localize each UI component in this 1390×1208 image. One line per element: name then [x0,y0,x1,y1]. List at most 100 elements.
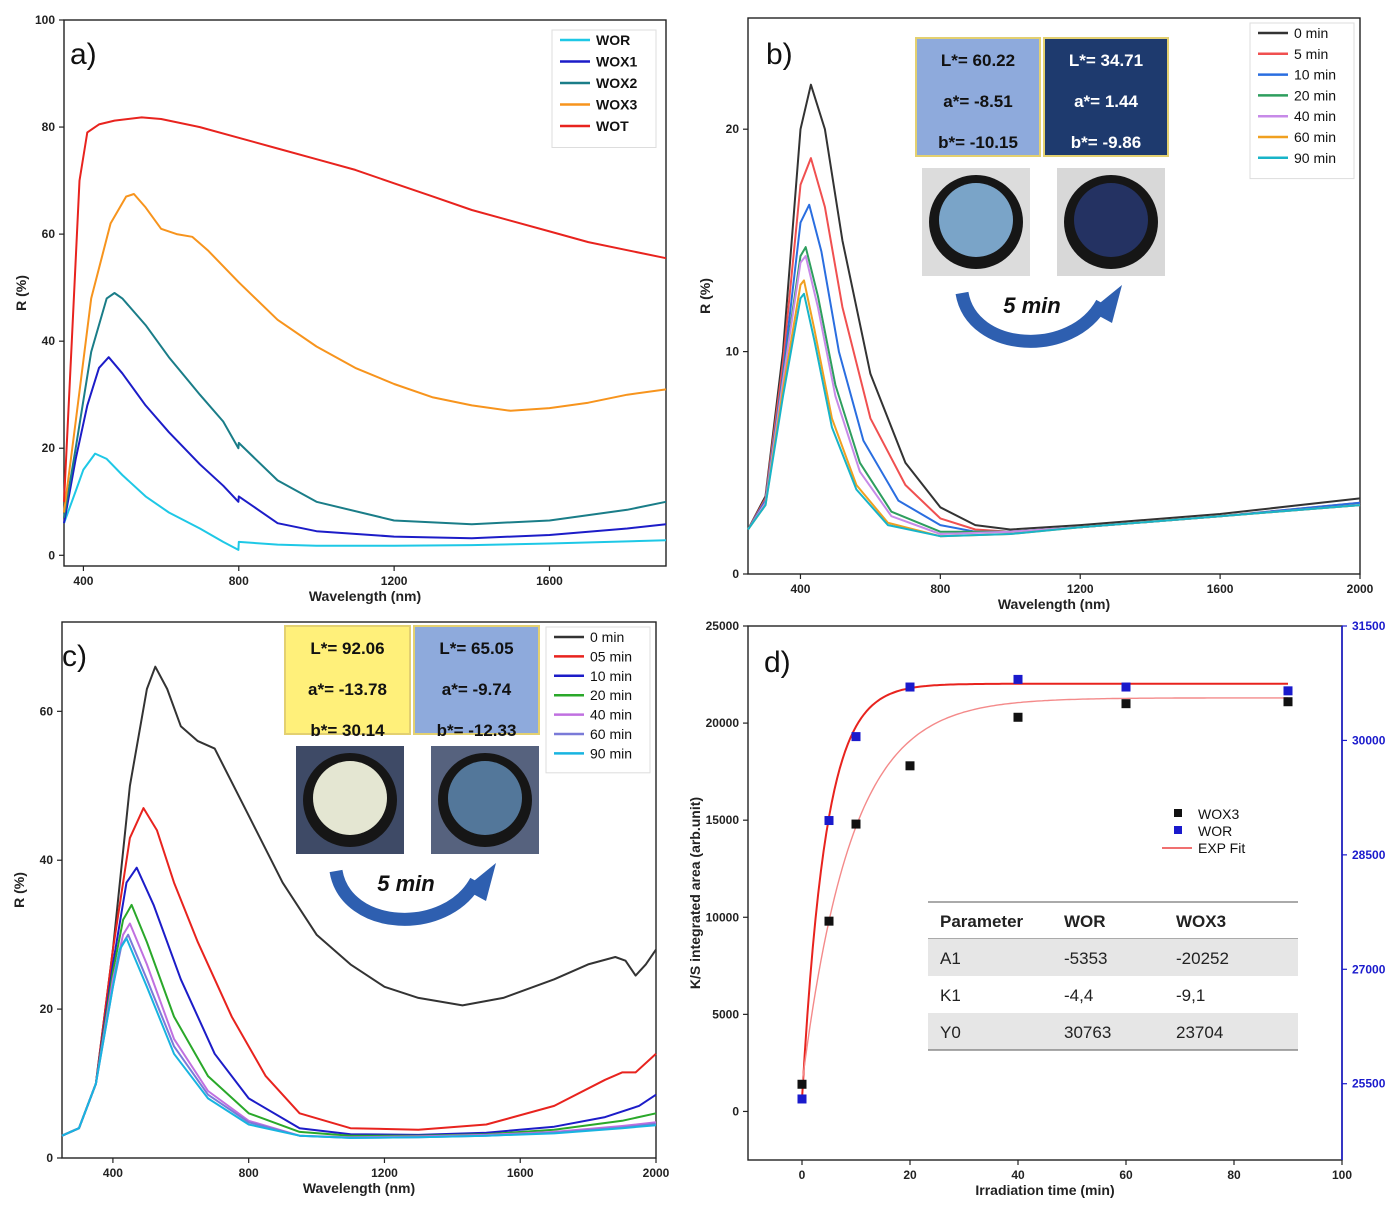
y-tick-label: 20000 [706,716,740,730]
y-tick-label: 20 [42,441,56,455]
y-tick-label: 20 [40,1002,54,1016]
legend-entry: 20 min [1294,87,1336,103]
legend-entry: WOR [1198,823,1232,839]
table-cell: -20252 [1176,949,1229,968]
panel-3-axes: 0 20 40 60 80 100 0 5000 10000 15000 20000 25000 Irr… [687,619,1352,1198]
y-tick-label: 15000 [706,813,740,827]
lab-value-after: a*= -9.74 [442,680,512,699]
x-axis-label: Irradiation time (min) [975,1182,1114,1198]
legend-box [545,626,651,774]
y-tick-label: 0 [732,567,739,581]
plot-frame [747,625,1343,1161]
panel-label-a: a) [70,38,97,71]
series-line-WOR [63,452,667,551]
table-cell: -9,1 [1176,986,1205,1005]
point-WOX3 [1013,712,1023,722]
sample-disc [939,183,1013,257]
x-tick-label: 1600 [536,574,563,588]
x-tick-label: 100 [1332,1168,1352,1182]
series-line-WOX1 [63,356,667,540]
arrow-label: 5 min [377,871,434,896]
point-WOX3 [905,761,915,771]
color-box-before [284,625,411,735]
y-axis-label: R (%) [13,275,29,311]
legend-entry: WOT [596,118,629,134]
fit-curve-WOX3 [801,697,1288,1085]
point-WOR [1283,686,1293,696]
legend-entry: 0 min [590,629,624,645]
y-axis-label: R (%) [697,278,713,314]
panel-label-d: d) [764,646,791,679]
y-tick-label: 10000 [706,910,740,924]
x-tick-label: 1200 [371,1166,398,1180]
arrow-body [329,869,482,926]
color-box-after [413,625,540,735]
y-axis-label: R (%) [11,872,27,908]
legend: WOR WOX1 WOX2 WOX3 WOT [551,29,657,148]
lab-value-before: a*= -8.51 [943,92,1012,111]
lab-value-before: L*= 60.22 [941,51,1015,70]
table-row-shade [928,939,1298,976]
x-tick-label: 0 [799,1168,806,1182]
x-tick-label: 800 [239,1166,259,1180]
legend-entry: 05 min [590,648,632,664]
y-tick-label: 0 [48,548,55,562]
series-line-WOT [63,116,667,502]
legend-swatch [1174,826,1182,834]
table-row-shade [928,1013,1298,1050]
x-tick-label: 400 [790,582,810,596]
y-tick-label: 40 [42,334,56,348]
x-tick-label: 80 [1227,1168,1241,1182]
series-line-0-min [747,83,1361,531]
sample-disc [448,761,522,835]
series-line-90-min [61,937,657,1139]
x-tick-label: 400 [103,1166,123,1180]
x-tick-label: 1600 [1207,582,1234,596]
point-WOR [851,732,861,742]
sample-disc [313,761,387,835]
legend-entry: 60 min [1294,129,1336,145]
y-tick-label: 60 [42,227,56,241]
point-WOR [1013,674,1023,684]
y-axis-label: K/S integrated area (arb.unit) [687,797,703,989]
x-tick-label: 1200 [381,574,408,588]
panel-label-b: b) [766,38,793,71]
legend: 0 min 05 min 10 min 20 min 40 min 60 min 90 mi… [545,626,651,774]
series-line-90-min [747,292,1361,538]
table-header: WOR [1064,912,1106,931]
y2-tick-label: 30000 [1352,733,1386,747]
legend-entry: 90 min [590,745,632,761]
point-WOX3 [1121,699,1131,709]
y2-tick-label: 25500 [1352,1077,1386,1091]
plot-frame [747,17,1361,575]
legend-entry: 5 min [1294,46,1328,62]
series-line-WOX2 [63,292,667,526]
legend-entry: WOX3 [596,97,637,113]
x-tick-label: 2000 [643,1166,670,1180]
arrow-label: 5 min [1003,293,1060,318]
legend-entry: 10 min [590,668,632,684]
legend-entry: WOX2 [596,75,637,91]
lab-value-before: a*= -13.78 [308,680,387,699]
table-header: Parameter [940,912,1024,931]
legend-entry: 90 min [1294,150,1336,166]
point-WOX3 [797,1079,807,1089]
lab-value-after: L*= 34.71 [1069,51,1143,70]
y-tick-label: 100 [35,13,55,27]
series-line-WOX3 [63,193,667,513]
legend-entry: WOR [596,32,630,48]
series-line-05-min [61,807,657,1137]
point-WOR [905,682,915,692]
point-WOR [1121,682,1131,692]
color-box-after [1043,37,1169,157]
y-tick-label: 25000 [706,619,740,633]
series-line-10-min [747,203,1361,533]
lab-value-after: b*= -9.86 [1071,133,1141,152]
y-tick-label: 40 [40,853,54,867]
arrow-body [955,291,1108,348]
arrow-head [464,863,496,901]
table-cell: K1 [940,986,961,1005]
y2-tick-label: 31500 [1352,619,1386,633]
